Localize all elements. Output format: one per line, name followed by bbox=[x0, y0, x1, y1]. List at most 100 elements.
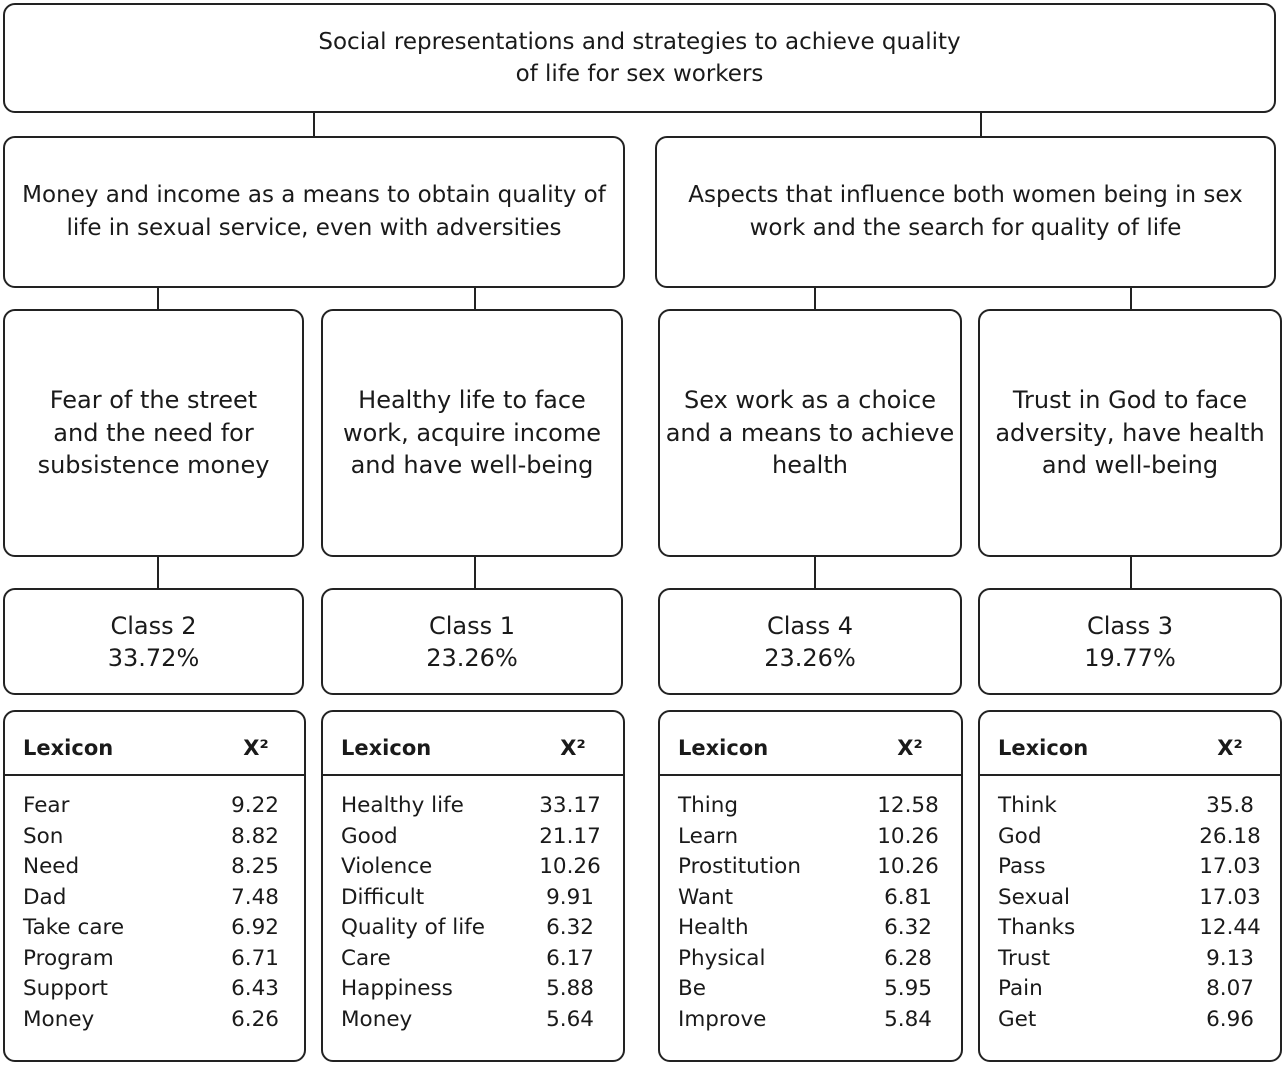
subtheme-box-2: Healthy life to face work, acquire incom… bbox=[321, 309, 623, 557]
theme-1-line-2: life in sexual service, even with advers… bbox=[66, 215, 562, 241]
table-row: Physical 6.28 bbox=[660, 944, 961, 975]
chi-square-value: 33.17 bbox=[539, 793, 601, 818]
chi-square-value: 12.44 bbox=[1199, 915, 1261, 940]
subtheme-4-line-1: Trust in God to face bbox=[1012, 386, 1248, 415]
table-row: Dad 7.48 bbox=[5, 883, 304, 914]
class-box-2: Class 1 23.26% bbox=[321, 588, 623, 695]
class-box-1: Class 2 33.72% bbox=[3, 588, 304, 695]
table-row: Pass 17.03 bbox=[980, 852, 1280, 883]
table-row: Need 8.25 bbox=[5, 852, 304, 883]
chi-square-value: 9.13 bbox=[1206, 945, 1254, 971]
lexicon-word: Prostitution bbox=[678, 854, 801, 879]
lexicon-table-4: Lexicon X² Think 35.8 God 26.18 Pass 17.03 … bbox=[978, 710, 1282, 1062]
class-percent: 19.77% bbox=[1084, 643, 1176, 672]
theme-2-line-2: work and the search for quality of life bbox=[749, 215, 1182, 241]
class-name: Class 2 bbox=[110, 611, 197, 640]
subtheme-2-line-3: and have well-being bbox=[350, 451, 594, 480]
connector-sub1-class bbox=[157, 557, 159, 588]
theme-1-line-1: Money and income as a means to obtain qu… bbox=[22, 182, 606, 208]
chi-square-value: 17.03 bbox=[1199, 854, 1261, 879]
class-percent: 23.26% bbox=[426, 643, 518, 672]
root-title-line-1: Social representations and strategies to… bbox=[318, 29, 961, 55]
class-name: Class 3 bbox=[1086, 611, 1174, 640]
chi-square-value: 35.8 bbox=[1206, 793, 1254, 818]
subtheme-1-line-1: Fear of the street bbox=[49, 386, 258, 415]
chi-square-value: 9.91 bbox=[546, 884, 594, 910]
lexicon-rows: Fear 9.22 Son 8.82 Need 8.25 Dad 7.48 Take c… bbox=[5, 791, 304, 1035]
lexicon-word: Pain bbox=[998, 976, 1043, 1001]
lexicon-rows: Healthy life 33.17 Good 21.17 Violence 10.2… bbox=[323, 791, 623, 1035]
lexicon-word: Money bbox=[23, 1006, 95, 1032]
table-row: Take care 6.92 bbox=[5, 913, 304, 944]
chi-square-value: 5.88 bbox=[546, 976, 594, 1001]
subtheme-3-line-3: health bbox=[772, 451, 848, 480]
lexicon-word: Dad bbox=[23, 884, 67, 910]
table-row: Money 5.64 bbox=[323, 1005, 623, 1036]
lexicon-word: Sexual bbox=[998, 884, 1070, 910]
table-row: Be 5.95 bbox=[660, 974, 961, 1005]
lexicon-column-header: Lexicon bbox=[341, 736, 432, 760]
subtheme-box-4: Trust in God to face adversity, have hea… bbox=[978, 309, 1282, 557]
subtheme-4-line-3: and well-being bbox=[1041, 451, 1219, 480]
subtheme-1-line-2: and the need for bbox=[53, 418, 254, 447]
chi-square-value: 6.71 bbox=[231, 945, 279, 971]
chi-square-value: 8.82 bbox=[231, 823, 279, 849]
lexicon-word: Good bbox=[341, 823, 398, 849]
lexicon-word: Son bbox=[23, 823, 64, 849]
lexicon-word: Be bbox=[678, 976, 706, 1001]
table-row: Money 6.26 bbox=[5, 1005, 304, 1036]
chi-square-value: 12.58 bbox=[877, 793, 939, 818]
table-row: Thanks 12.44 bbox=[980, 913, 1280, 944]
connector-sub3-class bbox=[814, 557, 816, 588]
lexicon-table-3: Lexicon X² Thing 12.58 Learn 10.26 Prostit… bbox=[658, 710, 963, 1062]
chi-square-value: 10.26 bbox=[539, 854, 601, 879]
lexicon-word: Violence bbox=[341, 854, 433, 879]
lexicon-word: Improve bbox=[678, 1006, 767, 1032]
lexicon-word: Happiness bbox=[341, 976, 453, 1001]
table-row: Care 6.17 bbox=[323, 944, 623, 975]
table-row: Improve 5.84 bbox=[660, 1005, 961, 1036]
subtheme-box-1: Fear of the street and the need for subs… bbox=[3, 309, 304, 557]
class-percent: 33.72% bbox=[107, 643, 200, 672]
table-row: Health 6.32 bbox=[660, 913, 961, 944]
connector-sub4-class bbox=[1130, 557, 1132, 588]
chi-square-column-header: X² bbox=[243, 736, 269, 760]
lexicon-word: Need bbox=[23, 854, 80, 879]
lexicon-word: Take care bbox=[23, 915, 125, 940]
class-percent: 23.26% bbox=[764, 643, 856, 672]
chi-square-value: 5.95 bbox=[884, 976, 932, 1001]
chi-square-value: 6.17 bbox=[546, 945, 594, 971]
chi-square-value: 6.32 bbox=[884, 915, 932, 940]
table-row: Learn 10.26 bbox=[660, 822, 961, 853]
table-row: Fear 9.22 bbox=[5, 791, 304, 822]
table-row: Thing 12.58 bbox=[660, 791, 961, 822]
table-row: Son 8.82 bbox=[5, 822, 304, 853]
table-row: Sexual 17.03 bbox=[980, 883, 1280, 914]
lexicon-word: Pass bbox=[998, 854, 1046, 879]
table-row: Pain 8.07 bbox=[980, 974, 1280, 1005]
lexicon-word: Fear bbox=[23, 793, 70, 818]
subtheme-1-line-3: subsistence money bbox=[37, 451, 270, 480]
chi-square-value: 5.64 bbox=[546, 1006, 594, 1032]
connector-theme1-sub2 bbox=[474, 288, 476, 309]
chi-square-value: 8.07 bbox=[1206, 976, 1254, 1001]
subtheme-4-line-2: adversity, have health bbox=[995, 418, 1265, 447]
table-row: Think 35.8 bbox=[980, 791, 1280, 822]
table-row: Prostitution 10.26 bbox=[660, 852, 961, 883]
lexicon-word: Thing bbox=[678, 793, 739, 818]
table-row: Happiness 5.88 bbox=[323, 974, 623, 1005]
subtheme-3-line-1: Sex work as a choice bbox=[683, 386, 936, 415]
class-name: Class 4 bbox=[766, 611, 854, 640]
lexicon-word: Difficult bbox=[341, 884, 425, 910]
lexicon-word: Quality of life bbox=[341, 915, 485, 940]
theme-box-2: Aspects that influence both women being … bbox=[655, 136, 1276, 288]
table-row: Healthy life 33.17 bbox=[323, 791, 623, 822]
connector-theme1-sub1 bbox=[157, 288, 159, 309]
subtheme-box-3: Sex work as a choice and a means to achi… bbox=[658, 309, 962, 557]
root-box: Social representations and strategies to… bbox=[3, 3, 1276, 113]
chi-square-value: 8.25 bbox=[231, 854, 279, 879]
class-name: Class 1 bbox=[428, 611, 516, 640]
table-row: Violence 10.26 bbox=[323, 852, 623, 883]
lexicon-word: God bbox=[998, 823, 1042, 849]
root-title-line-2: of life for sex workers bbox=[515, 61, 764, 87]
